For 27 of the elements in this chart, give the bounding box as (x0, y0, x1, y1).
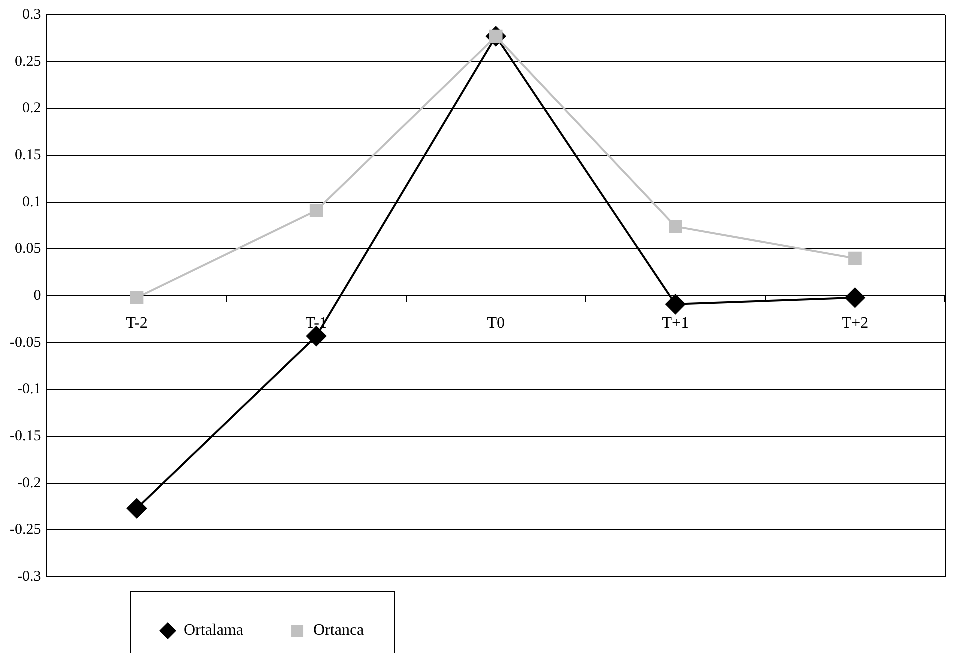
y-tick-label: 0.15 (14, 147, 42, 164)
point (310, 204, 324, 218)
x-tick-label: T0 (487, 314, 506, 332)
point (669, 220, 682, 234)
y-tick-label: -0.1 (17, 382, 42, 398)
point (848, 252, 862, 266)
point (845, 288, 866, 308)
y-tick-label: 0.05 (14, 241, 42, 258)
y-tick-label: 0.3 (22, 6, 42, 23)
point (666, 294, 686, 314)
y-tick-label: 0.25 (14, 54, 42, 70)
x-tick-label: T+2 (842, 314, 869, 332)
y-tick-label: -0.2 (17, 475, 42, 492)
y-tick-label: 0.1 (22, 194, 42, 210)
y-tick-label: -0.25 (10, 522, 42, 538)
legend-label: Ortanca (314, 622, 364, 640)
y-tick-label: -0.15 (10, 428, 42, 444)
y-tick-label: -0.3 (17, 568, 42, 585)
point (130, 291, 144, 305)
point (127, 498, 148, 519)
x-tick-label: T-2 (126, 314, 148, 332)
y-tick-label: 0.2 (22, 100, 42, 117)
y-tick-label: -0.05 (10, 334, 42, 351)
x-tick-label: T+1 (662, 314, 690, 332)
point (306, 326, 327, 346)
legend-label: Ortalama (184, 622, 244, 640)
y-tick-label: 0 (34, 288, 42, 304)
